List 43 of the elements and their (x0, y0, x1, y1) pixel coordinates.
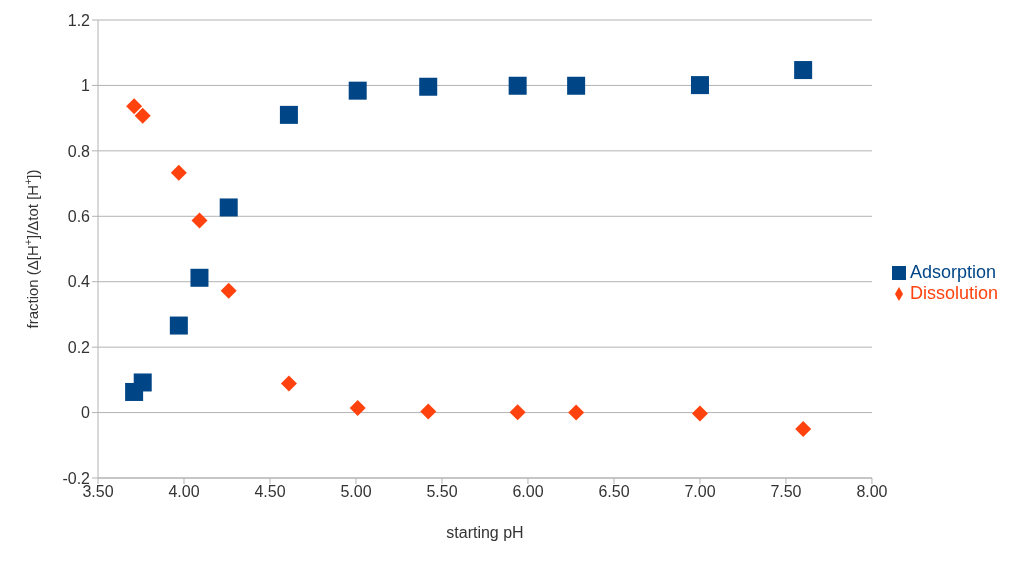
y-tick-label: 0.8 (67, 142, 91, 160)
point (794, 61, 813, 80)
legend-label: Adsorption (909, 262, 997, 282)
x-tick-label: 4.00 (168, 483, 200, 501)
point (349, 399, 366, 416)
y-tick-label: 1 (81, 77, 91, 95)
point (133, 373, 152, 392)
x-tick-label: 7.00 (684, 483, 716, 501)
x-tick-label: 7.50 (770, 483, 802, 501)
point (691, 405, 708, 422)
x-axis-title: starting pH (446, 524, 524, 541)
x-tick-label: 5.50 (426, 483, 458, 501)
point (348, 81, 367, 100)
point (220, 282, 237, 299)
legend-label: Dissolution (909, 283, 998, 303)
x-tick-label: 6.00 (512, 483, 544, 501)
point (170, 164, 187, 181)
point (420, 403, 437, 420)
x-tick-label: 3.50 (82, 483, 114, 501)
point (567, 76, 586, 95)
y-tick-label: 0.4 (67, 273, 91, 291)
point (509, 404, 526, 421)
point (508, 76, 527, 95)
point (190, 268, 209, 287)
y-tick-label: 0.2 (67, 338, 91, 356)
x-tick-label: 6.50 (598, 483, 630, 501)
x-tick-label: 5.00 (340, 483, 372, 501)
point (134, 107, 151, 124)
y-tick-label: 1.2 (67, 11, 91, 29)
point (568, 404, 585, 421)
x-tick-label: 4.50 (254, 483, 286, 501)
point (280, 375, 297, 392)
point (795, 420, 812, 437)
point (690, 76, 709, 95)
x-tick-label: 8.00 (856, 483, 888, 501)
point (191, 212, 208, 229)
point (419, 77, 438, 96)
point (169, 316, 188, 335)
point (219, 198, 238, 217)
point (279, 105, 298, 124)
y-tick-label: 0.6 (67, 207, 91, 225)
point (126, 98, 143, 115)
y-tick-label: 0 (81, 404, 91, 422)
